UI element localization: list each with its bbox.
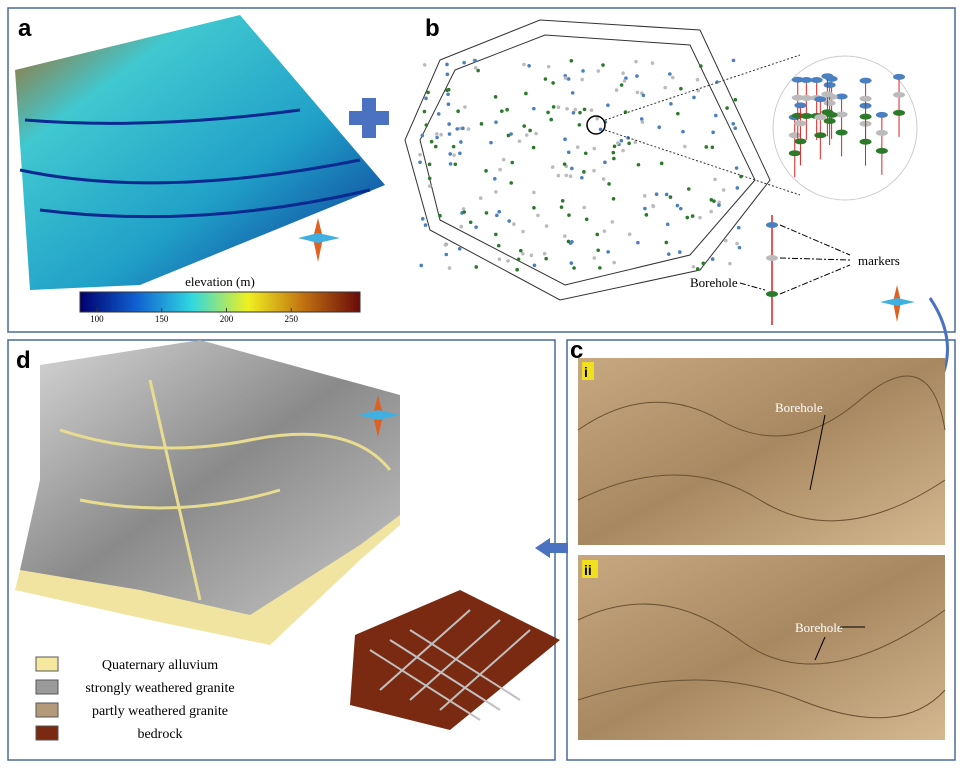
rivers — [19, 108, 371, 219]
zoom-line — [604, 129, 801, 196]
leader — [814, 636, 826, 661]
borehole-view-ii — [578, 555, 945, 740]
arrow — [535, 538, 550, 558]
annotation: markers — [858, 253, 900, 268]
colorbar-label: elevation (m) — [185, 274, 255, 289]
well-markers — [418, 58, 743, 272]
legend-label: Quaternary alluvium — [102, 658, 218, 673]
sublabel: i — [584, 364, 588, 380]
sublabel-box — [582, 362, 594, 380]
colorbar-tick-label: 200 — [220, 314, 234, 324]
leader — [809, 414, 826, 491]
legend-swatch — [35, 679, 59, 695]
ridges — [577, 375, 946, 522]
colorbar-tick-label: 150 — [155, 314, 169, 324]
panel-label: b — [425, 15, 440, 42]
legend-label: strongly weathered granite — [85, 681, 234, 696]
elevation-map — [15, 15, 385, 290]
weathered-surface — [20, 340, 400, 615]
plus-sign — [349, 111, 389, 125]
legend-swatch — [35, 725, 59, 741]
ridges — [577, 603, 946, 719]
legend-swatch — [35, 702, 59, 718]
legend-label: bedrock — [137, 727, 182, 742]
colorbar-tick-label: 250 — [285, 314, 299, 324]
zoom-view — [772, 55, 918, 201]
panel-ab-frame — [7, 7, 956, 333]
arrow — [550, 543, 568, 553]
panel-label: a — [18, 15, 32, 42]
compass — [880, 285, 915, 322]
compass — [298, 218, 340, 262]
panel-label: c — [570, 337, 583, 364]
zoom-line — [604, 54, 801, 121]
zoom-boreholes — [788, 73, 906, 178]
borehole-diagram — [739, 215, 851, 325]
colorbar-tick-label: 100 — [90, 314, 104, 324]
borehole-view-i — [578, 358, 945, 545]
colorbar — [79, 291, 361, 313]
boundary-outer — [404, 19, 771, 301]
grid-mesh — [369, 609, 531, 721]
annotation: Borehole — [690, 275, 738, 290]
compass — [358, 395, 400, 437]
valleys — [59, 379, 392, 601]
legend-swatch — [35, 656, 59, 672]
sublabel-box — [582, 560, 598, 578]
annotation: Borehole — [795, 620, 843, 635]
panel-label: d — [16, 347, 31, 374]
sublabel: ii — [584, 562, 592, 578]
annotation: Borehole — [775, 400, 823, 415]
boundary-inner — [419, 34, 756, 286]
zoom-circle — [586, 115, 606, 135]
legend-label: partly weathered granite — [92, 704, 228, 719]
